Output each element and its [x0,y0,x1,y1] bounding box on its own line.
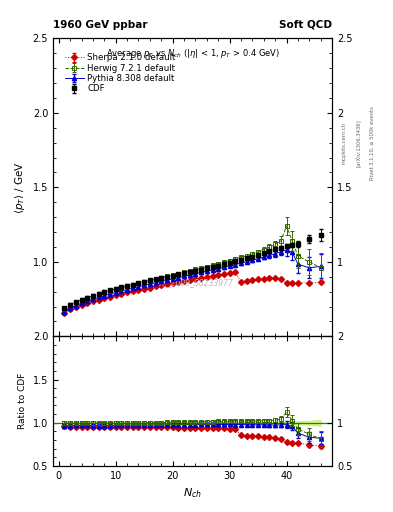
Y-axis label: Ratio to CDF: Ratio to CDF [18,373,27,430]
Text: mcplots.cern.ch: mcplots.cern.ch [342,122,347,164]
Text: 1960 GeV ppbar: 1960 GeV ppbar [53,19,147,30]
Text: Average $p_T$ vs $N_{ch}$ ($|\eta|$ < 1, $p_T$ > 0.4 GeV): Average $p_T$ vs $N_{ch}$ ($|\eta|$ < 1,… [106,47,279,60]
Y-axis label: $\langle p_T \rangle$ / GeV: $\langle p_T \rangle$ / GeV [13,161,27,214]
Text: [arXiv:1306.3436]: [arXiv:1306.3436] [356,119,361,167]
Text: CDF_2009_S8233977: CDF_2009_S8233977 [152,278,233,287]
X-axis label: $N_{ch}$: $N_{ch}$ [183,486,202,500]
Text: Soft QCD: Soft QCD [279,19,332,30]
Text: Rivet 3.1.10, ≥ 500k events: Rivet 3.1.10, ≥ 500k events [369,106,375,180]
Legend: Sherpa 2.1.0 default, Herwig 7.2.1 default, Pythia 8.308 default, CDF: Sherpa 2.1.0 default, Herwig 7.2.1 defau… [63,52,177,95]
